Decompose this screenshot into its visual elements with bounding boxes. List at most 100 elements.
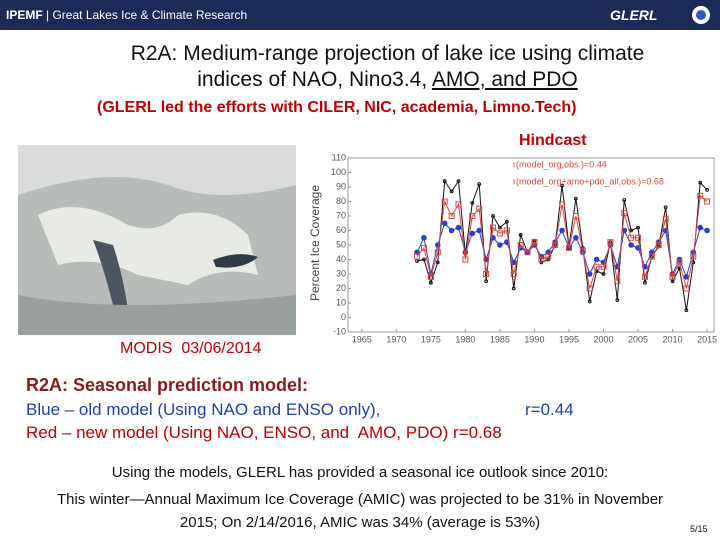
y-tick-label: -10 — [333, 326, 346, 336]
y-tick-label: 10 — [336, 297, 346, 307]
title-underlined: AMO, and PDO — [431, 68, 578, 91]
marker — [420, 244, 427, 251]
marker — [498, 225, 502, 230]
marker — [655, 242, 662, 248]
marker — [586, 285, 593, 292]
section-red: Red – new model (Using NAO, ENSO, and AM… — [26, 423, 502, 442]
marker — [628, 242, 634, 248]
marker — [559, 201, 566, 208]
marker — [629, 228, 634, 233]
marker — [579, 247, 586, 254]
marker — [456, 179, 461, 184]
marker — [518, 232, 523, 237]
marker — [697, 192, 704, 199]
marker — [615, 298, 620, 303]
marker — [428, 280, 433, 285]
series-line — [416, 179, 708, 311]
marker — [572, 213, 579, 219]
marker — [683, 285, 690, 292]
marker — [490, 224, 497, 231]
marker — [476, 227, 483, 234]
marker — [455, 201, 462, 208]
marker — [491, 214, 495, 218]
marker — [422, 257, 426, 262]
marker — [442, 179, 447, 184]
x-tick-label: 2005 — [628, 334, 648, 344]
marker — [477, 182, 482, 187]
section-blue: Blue – old model (Using NAO and ENSO onl… — [26, 400, 381, 419]
marker — [441, 220, 448, 227]
marker — [448, 213, 455, 219]
chart-title: Hindcast — [519, 132, 587, 149]
title-line1: R2A: Medium-range projection of lake ice… — [130, 42, 645, 65]
marker — [704, 227, 710, 234]
marker — [449, 189, 454, 194]
subtitle: (GLERL led the efforts with CILER, NIC, … — [97, 99, 577, 116]
marker — [434, 242, 441, 248]
marker — [434, 249, 441, 256]
marker — [697, 224, 703, 231]
y-tick-label: 40 — [336, 254, 346, 264]
y-tick-label: 30 — [336, 268, 346, 278]
x-tick-label: 1975 — [421, 334, 441, 344]
x-tick-label: 1985 — [490, 334, 510, 344]
section-blue-r: r=0.44 — [525, 400, 574, 419]
marker — [622, 198, 627, 202]
marker — [427, 273, 434, 280]
x-tick-label: 1990 — [524, 334, 544, 344]
marker — [698, 180, 703, 185]
marker — [662, 215, 669, 222]
marker — [669, 273, 676, 280]
marker — [462, 256, 469, 263]
marker — [497, 242, 503, 248]
marker — [503, 227, 510, 234]
header-subtitle: | Great Lakes Ice & Climate Research — [46, 8, 248, 22]
chart: Percent Ice Coverage -10 0 10 20 30 40 50 60 70 8… — [308, 152, 717, 344]
marker — [545, 253, 552, 260]
marker — [510, 271, 517, 277]
marker — [663, 205, 668, 210]
marker — [676, 259, 683, 266]
marker — [607, 239, 614, 246]
marker — [469, 230, 476, 237]
logo: GLERL — [610, 7, 658, 23]
footer-line1: Using the models, GLERL has provided a s… — [111, 464, 609, 481]
marker — [538, 256, 545, 263]
marker — [641, 273, 648, 280]
marker — [601, 272, 606, 276]
marker — [476, 205, 483, 212]
y-tick-label: 50 — [336, 239, 346, 249]
x-tick-label: 2015 — [697, 334, 717, 344]
footer-line3: 2015; On 2/14/2016, AMIC was 34% (averag… — [179, 514, 541, 531]
marker — [441, 198, 448, 205]
marker — [517, 242, 524, 248]
marker — [586, 271, 593, 277]
marker — [484, 279, 489, 284]
marker — [573, 234, 579, 241]
y-tick-label: 110 — [332, 152, 346, 162]
marker — [421, 234, 427, 241]
marker — [573, 196, 578, 201]
header-text: IPEMF | Great Lakes Ice & Climate Resear… — [6, 8, 247, 22]
y-tick-label: 20 — [336, 283, 346, 293]
marker — [648, 253, 655, 260]
marker — [470, 201, 475, 205]
series-line — [416, 194, 708, 289]
marker — [690, 253, 697, 260]
y-tick-label: 0 — [341, 312, 346, 322]
marker — [621, 210, 628, 217]
marker — [483, 271, 490, 277]
legend-entry: r(model_org,obs.)=0.44 — [513, 159, 607, 169]
marker — [628, 234, 635, 241]
y-tick-label: 70 — [336, 210, 346, 220]
marker — [435, 260, 440, 265]
y-tick-label: 90 — [336, 181, 346, 191]
marker — [643, 280, 647, 285]
x-tick-label: 1980 — [455, 334, 475, 344]
marker — [684, 308, 689, 313]
image-caption: MODIS 03/06/2014 — [120, 340, 262, 357]
marker — [593, 263, 600, 270]
title-part: indices of NAO, Nino3.4, — [197, 68, 432, 91]
y-tick-label: 60 — [336, 225, 346, 235]
